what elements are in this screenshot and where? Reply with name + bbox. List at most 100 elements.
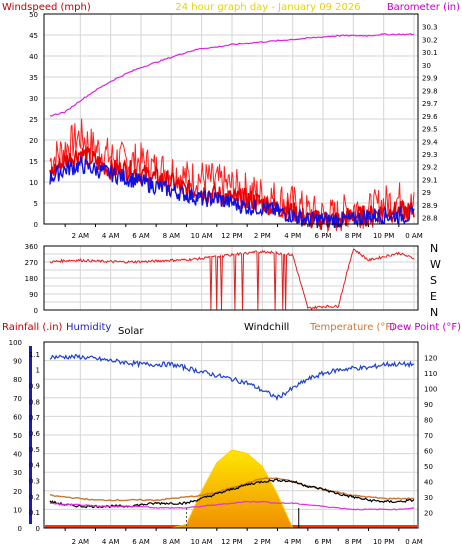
rainfall-tick-label: 0.8 (29, 398, 40, 406)
x-tick-label: 6 AM (132, 538, 150, 546)
compass-label: S (430, 274, 437, 287)
temperature-tick-label: 100 (424, 386, 437, 394)
x-tick-label: 10 PM (373, 232, 394, 240)
x-tick-label: 10 AM (191, 232, 213, 240)
rainfall-tick-label: 0.4 (29, 462, 41, 470)
x-tick-label: 2 AM (72, 538, 90, 546)
humidity-tick-label: 50 (13, 432, 22, 440)
windspeed-tick-label: 5 (34, 200, 38, 208)
x-tick-label: 2 PM (254, 232, 271, 240)
temperature-tick-label: 60 (424, 448, 433, 456)
humidity-tick-label: 100 (9, 339, 22, 347)
rainfall-tick-label: 0.6 (29, 430, 41, 438)
temperature-tick-label: 50 (424, 463, 433, 471)
barometer-tick-label: 28.8 (422, 215, 438, 223)
series-barometer (49, 33, 415, 117)
humidity-label: Humidity (66, 322, 111, 333)
direction-tick-label: 270 (25, 259, 38, 267)
temperature-axis-label: Temperature (°F) (309, 322, 395, 333)
barometer-tick-label: 28.9 (422, 202, 438, 210)
barometer-tick-label: 30.3 (422, 24, 438, 32)
x-tick-label: 8 AM (163, 232, 181, 240)
direction-tick-label: 90 (29, 291, 38, 299)
x-tick-label: 4 PM (284, 232, 301, 240)
windspeed-tick-label: 35 (29, 74, 38, 82)
temperature-tick-label: 40 (424, 479, 433, 487)
windspeed-tick-label: 45 (29, 32, 38, 40)
humidity-tick-label: 20 (13, 488, 22, 496)
x-tick-label: 6 AM (132, 232, 150, 240)
solar-label: Solar (118, 326, 144, 337)
humidity-tick-label: 0 (18, 525, 22, 533)
x-tick-label: 12 PM (221, 538, 242, 546)
barometer-tick-label: 29.5 (422, 126, 438, 134)
series-wind-direction (49, 248, 415, 311)
humidity-panel-frame (43, 341, 419, 529)
x-tick-label: 8 PM (345, 232, 362, 240)
humidity-tick-label: 10 (13, 506, 22, 514)
series-humidity (49, 353, 414, 402)
compass-label: E (430, 290, 437, 303)
windspeed-tick-label: 10 (29, 179, 38, 187)
barometer-tick-label: 29.6 (422, 113, 438, 121)
barometer-tick-label: 29.4 (422, 138, 438, 146)
windspeed-tick-label: 0 (34, 221, 38, 229)
dewpoint-label: Dew Point (°F) (389, 322, 461, 333)
barometer-tick-label: 29 (422, 189, 431, 197)
direction-panel-frame (43, 245, 419, 311)
series-temperature (49, 477, 415, 502)
x-tick-label: 4 AM (102, 232, 120, 240)
x-tick-label: 0 AM (405, 538, 423, 546)
x-tick-label: 0 AM (405, 232, 423, 240)
rainfall-tick-label: 1 (36, 367, 40, 375)
x-tick-label: 8 AM (163, 538, 181, 546)
humidity-tick-label: 70 (13, 395, 22, 403)
barometer-tick-label: 29.3 (422, 151, 438, 159)
barometer-tick-label: 29.9 (422, 75, 438, 83)
series-layer (29, 33, 417, 529)
series-gust (49, 118, 415, 234)
barometer-tick-label: 30 (422, 62, 431, 70)
x-tick-label: 10 AM (191, 538, 213, 546)
direction-tick-label: 180 (25, 275, 38, 283)
rainfall-tick-label: 1.1 (29, 351, 40, 359)
windspeed-tick-label: 25 (29, 116, 38, 124)
compass-label: N (430, 242, 438, 255)
rainfall-tick-label: 0.2 (29, 493, 40, 501)
barometer-axis-label: Barometer (in) (387, 2, 460, 13)
rainfall-tick-label: 0.1 (29, 509, 40, 517)
barometer-tick-label: 29.1 (422, 176, 438, 184)
x-tick-label: 6 PM (315, 538, 332, 546)
rainfall-tick-label: 0.5 (29, 446, 40, 454)
rainfall-axis-label: Rainfall (.in) (2, 322, 63, 333)
windspeed-tick-label: 40 (29, 53, 38, 61)
wind-panel-frame (43, 13, 419, 225)
barometer-tick-label: 29.2 (422, 164, 438, 172)
rainfall-tick-label: 0.9 (29, 383, 40, 391)
compass-label: W (430, 258, 441, 271)
x-tick-label: 4 AM (102, 538, 120, 546)
temperature-tick-label: 80 (424, 417, 433, 425)
chart-title: 24 hour graph day - January 09 2026 (175, 2, 360, 13)
windspeed-tick-label: 20 (29, 137, 38, 145)
windspeed-tick-label: 30 (29, 95, 38, 103)
series-wind-average (49, 155, 415, 229)
barometer-tick-label: 29.8 (422, 87, 438, 95)
barometer-tick-label: 30.1 (422, 49, 438, 57)
x-tick-label: 2 AM (72, 232, 90, 240)
temperature-tick-label: 120 (424, 355, 437, 363)
x-tick-label: 2 PM (254, 538, 271, 546)
temperature-tick-label: 110 (424, 370, 437, 378)
temperature-tick-label: 20 (424, 510, 433, 518)
windspeed-tick-label: 15 (29, 158, 38, 166)
windchill-label: Windchill (244, 322, 289, 333)
frames-layer (43, 13, 419, 529)
x-tick-label: 6 PM (315, 232, 332, 240)
x-tick-label: 12 PM (221, 232, 242, 240)
temperature-tick-label: 30 (424, 494, 433, 502)
rainfall-tick-label: 0 (36, 525, 40, 533)
rainfall-tick-label: 0.7 (29, 414, 40, 422)
x-tick-label: 4 PM (284, 538, 301, 546)
barometer-tick-label: 29.7 (422, 100, 438, 108)
humidity-tick-label: 30 (13, 469, 22, 477)
